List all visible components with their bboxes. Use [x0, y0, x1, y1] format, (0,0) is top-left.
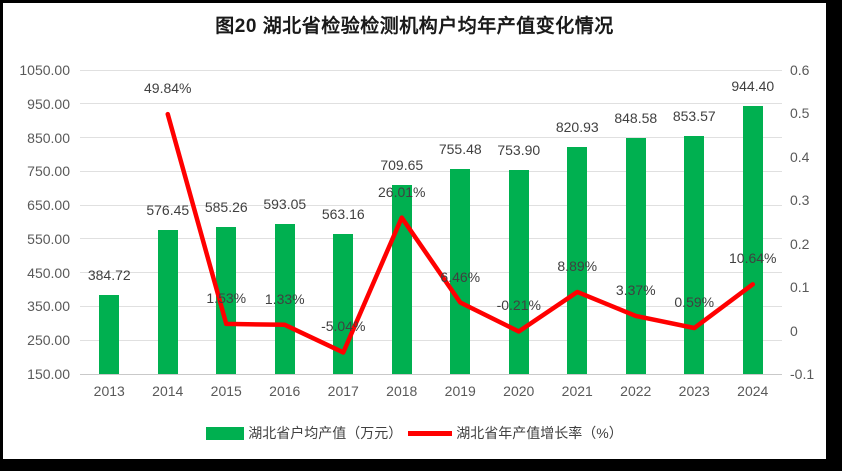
left-axis-tick: 150.00	[27, 366, 70, 382]
left-axis-tick: 850.00	[27, 129, 70, 146]
bar-value-label-2015: 585.26	[204, 198, 248, 215]
gridline	[80, 170, 782, 172]
right-axis-tick: -0.1	[790, 366, 815, 382]
growth-rate-label-2020: -0.21%	[496, 297, 541, 314]
gridline	[80, 238, 782, 240]
x-axis-label-2015: 2015	[210, 383, 242, 399]
left-axis-tick: 350.00	[27, 298, 70, 315]
gridline	[80, 272, 782, 274]
left-axis-tick: 750.00	[27, 163, 70, 180]
left-axis-tick: 1050.00	[19, 62, 70, 78]
bar-value-label-2016: 593.05	[263, 196, 307, 213]
bar-2022	[625, 138, 646, 374]
growth-rate-label-2014: 49.84%	[144, 80, 192, 97]
bar-value-label-2021: 820.93	[555, 119, 599, 136]
x-axis-label-2023: 2023	[678, 383, 710, 399]
bar-value-label-2018: 709.65	[380, 156, 424, 173]
bar-value-label-2023: 853.57	[672, 108, 716, 125]
x-axis-label-2017: 2017	[327, 383, 359, 399]
legend-line-swatch-icon	[408, 430, 453, 436]
growth-rate-label-2022: 3.37%	[615, 281, 656, 298]
bar-2020	[508, 170, 529, 374]
x-axis-label-2013: 2013	[93, 383, 125, 399]
x-axis-label-2022: 2022	[620, 383, 652, 399]
x-axis-label-2016: 2016	[269, 383, 301, 399]
chart-title: 图20 湖北省检验检测机构户均年产值变化情况	[215, 16, 614, 37]
bar-value-label-2024: 944.40	[731, 77, 775, 94]
growth-rate-label-2021: 8.89%	[557, 257, 598, 274]
bar-2014	[157, 229, 178, 374]
growth-rate-label-2018: 26.01%	[378, 183, 426, 200]
gridline	[80, 137, 782, 139]
bar-2017	[333, 234, 354, 374]
growth-rate-label-2017: -5.04%	[321, 318, 366, 335]
gridline	[80, 103, 782, 105]
bar-value-label-2020: 753.90	[497, 142, 541, 159]
left-axis-tick: 950.00	[27, 95, 70, 112]
x-axis-label-2020: 2020	[503, 383, 535, 399]
legend: 湖北省户均产值（万元） 湖北省年产值增长率（%）	[3, 423, 826, 443]
growth-rate-label-2024: 10.64%	[729, 250, 777, 267]
legend-line-label: 湖北省年产值增长率（%）	[456, 425, 623, 441]
legend-item-line-series: 湖北省年产值增长率（%）	[408, 423, 623, 443]
bar-2013	[99, 294, 120, 374]
right-axis-tick: 0.4	[790, 148, 810, 165]
right-axis-tick: 0	[790, 322, 798, 339]
left-axis-tick: 450.00	[27, 264, 70, 281]
right-axis-tick: 0.1	[790, 279, 810, 296]
legend-item-bar-series: 湖北省户均产值（万元）	[206, 423, 402, 443]
bar-2023	[684, 136, 705, 374]
legend-bar-label: 湖北省户均产值（万元）	[248, 425, 403, 441]
x-axis-label-2021: 2021	[561, 383, 593, 399]
gridline	[80, 373, 782, 375]
x-axis-label-2024: 2024	[737, 383, 769, 399]
right-axis-tick: 0.6	[790, 62, 810, 78]
x-axis-label-2018: 2018	[386, 383, 418, 399]
right-axis-tick: 0.3	[790, 192, 810, 209]
bar-value-label-2019: 755.48	[438, 141, 482, 158]
right-axis-tick: 0.5	[790, 105, 810, 122]
bar-value-label-2014: 576.45	[146, 201, 190, 218]
bar-value-label-2017: 563.16	[321, 206, 365, 223]
legend-bar-swatch-icon	[206, 426, 245, 440]
growth-rate-label-2015: 1.53%	[206, 289, 247, 306]
growth-rate-label-2019: 6.46%	[440, 268, 481, 285]
left-axis-tick: 550.00	[27, 230, 70, 247]
growth-rate-label-2023: 0.59%	[674, 294, 715, 310]
x-axis-label-2019: 2019	[444, 383, 476, 399]
plot-area: 1050.00 950.00 850.00 750.00 650.00 550.00 450…	[3, 3, 826, 459]
x-axis-label-2014: 2014	[152, 383, 184, 399]
bar-value-label-2013: 384.72	[87, 266, 131, 283]
growth-rate-label-2016: 1.33%	[264, 290, 305, 307]
bar-2018	[391, 184, 412, 374]
bar-2024	[742, 105, 763, 374]
gridline	[80, 339, 782, 341]
right-axis-tick: 0.2	[790, 235, 810, 252]
left-axis-tick: 650.00	[27, 197, 70, 214]
bar-value-label-2022: 848.58	[614, 110, 658, 127]
gridline	[80, 69, 782, 71]
left-axis-tick: 250.00	[27, 332, 70, 349]
